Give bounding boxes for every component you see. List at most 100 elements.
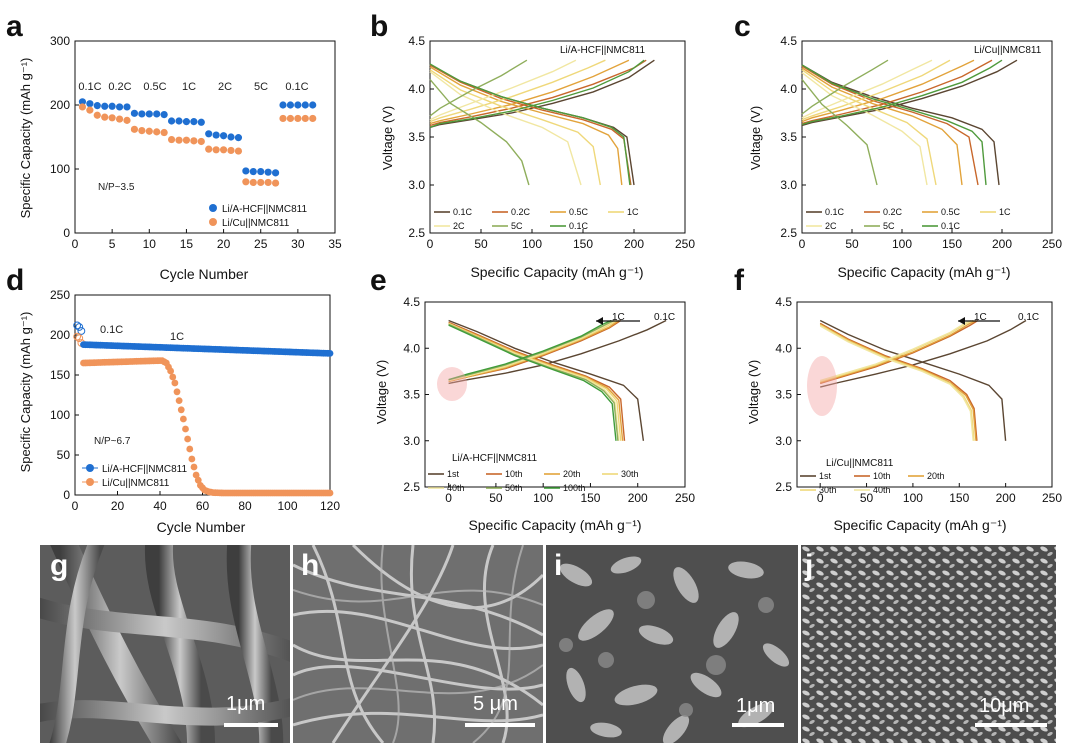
panel-a-xtick-label-2: 10	[143, 237, 157, 251]
panel-d-note: N/P~6.7	[94, 436, 131, 447]
panel-c-xtick-label-1: 50	[845, 237, 859, 251]
panel-f-series-1-charge	[820, 319, 1027, 388]
panel-f-arrow-label-1: 1C	[974, 312, 987, 323]
panel-d-series-2-decay-point-48	[173, 388, 181, 396]
panel-c-series-5-charge	[801, 59, 933, 119]
panel-e-series-3-discharge	[448, 322, 624, 441]
panel-e-series-5-discharge	[448, 323, 620, 441]
panel-d-rate-1: 0.1C	[100, 324, 123, 336]
panel-a-legend-marker-1	[209, 204, 217, 212]
panel-e-ylabel: Voltage (V)	[374, 360, 389, 424]
panel-f-series-5-discharge	[819, 325, 974, 441]
panel-a-rate-2: 0.2C	[108, 81, 131, 93]
sem-image-i: i 1μm	[546, 545, 798, 743]
panel-a-series-1-point-28	[279, 101, 287, 109]
panel-d-series-1-start-point-3	[77, 327, 86, 335]
panel-d-series-2-decay-point-55	[188, 455, 196, 463]
panel-a-series-2-point-12	[160, 128, 168, 137]
panel-d-xtick-label-0: 0	[72, 499, 79, 513]
panel-e-arrow-label-1: 1C	[612, 312, 625, 323]
panel-b-series-5-discharge	[429, 71, 582, 186]
panel-f-xtick-label-5: 250	[1042, 491, 1062, 505]
panel-b-legend-label-5: 2C	[453, 221, 465, 231]
panel-a-series-2-point-28	[279, 114, 287, 123]
panel-f-legend-label-3: 20th	[927, 471, 945, 481]
panel-e-legend-label-6: 50th	[505, 483, 523, 493]
panel-f-ytick-label-1: 3.0	[775, 434, 792, 448]
panel-a-series-1-point-7	[123, 103, 131, 111]
panel-c-xlabel: Specific Capacity (mAh g⁻¹)	[837, 264, 1010, 280]
panel-a-legend-marker-2	[209, 218, 217, 226]
panel-f-xtick-label-0: 0	[817, 491, 824, 505]
panel-f-highlight-region	[807, 356, 837, 416]
sem-i-scale-label: 1μm	[736, 695, 776, 717]
panel-c-ytick-label-0: 2.5	[780, 226, 797, 240]
panel-e-xtick-label-0: 0	[445, 491, 452, 505]
panel-e-legend-label-1: 1st	[447, 469, 460, 479]
panel-f-legend-label-5: 40th	[873, 485, 891, 495]
panel-letter-c: c	[734, 10, 751, 43]
panel-a-series-2-point-29	[286, 114, 295, 123]
panel-a-series-1-point-25	[257, 167, 265, 176]
panel-letter-f: f	[734, 264, 745, 297]
panel-b-series-5-charge	[429, 59, 577, 121]
panel-d-series-2-decay-point-57	[192, 471, 200, 479]
panel-d-legend-marker-2	[86, 478, 94, 486]
panel-e-legend-label-5: 40th	[447, 483, 465, 493]
panel-a-series-2-point-9	[138, 127, 146, 135]
panel-e-xlabel: Specific Capacity (mAh g⁻¹)	[468, 517, 641, 533]
panel-d-xtick-label-3: 60	[196, 499, 210, 513]
panel-b-legend-label-3: 0.5C	[569, 207, 589, 217]
panel-a-series-1-point-4	[101, 102, 109, 110]
panel-c-series-2-charge	[801, 59, 993, 125]
panel-c-legend-label-2: 0.2C	[883, 207, 903, 217]
panel-a-series-1-point-3	[93, 102, 101, 110]
panel-a-series-1-point-32	[309, 101, 317, 109]
panel-a-rate-5: 2C	[218, 81, 232, 93]
panel-a-series-1-point-30	[294, 101, 302, 109]
panel-d-series-2-start-point-2	[75, 334, 84, 343]
panel-d-series-2-decay-point-56	[190, 463, 198, 471]
panel-f-ytick-label-4: 4.5	[775, 295, 792, 309]
panel-e-series-3-charge	[448, 319, 620, 383]
panel-a-ytick-label-3: 300	[50, 34, 70, 48]
panel-f-xtick-label-4: 200	[996, 491, 1016, 505]
panel-d-series-1-point-120	[326, 350, 334, 357]
panel-a-xtick-label-6: 30	[291, 237, 305, 251]
panel-letter-d: d	[6, 264, 24, 297]
panel-f-ytick-label-3: 4.0	[775, 341, 792, 355]
panel-d-xtick-label-1: 20	[111, 499, 125, 513]
panel-a-series-2-point-8	[130, 125, 139, 133]
panel-d-series-1-start-point-2	[75, 323, 84, 331]
panel-b-series-4-discharge	[429, 69, 601, 186]
panel-b-xtick-label-0: 0	[427, 237, 434, 251]
panel-f-series-2-charge	[819, 319, 979, 385]
panel-d-ytick-label-0: 0	[63, 488, 70, 502]
panel-e-series-6-charge	[448, 319, 615, 381]
panel-c-ylabel: Voltage (V)	[748, 106, 763, 170]
panel-a-series-2-point-27	[271, 179, 280, 187]
panel-d-ytick-label-4: 200	[50, 328, 70, 342]
panel-a-xtick-label-4: 20	[217, 237, 231, 251]
panel-a-series-2-point-10	[145, 127, 153, 135]
panel-f-ylabel: Voltage (V)	[746, 360, 761, 424]
panel-a-xtick-label-3: 15	[180, 237, 194, 251]
panel-b-series-6-charge	[429, 59, 528, 117]
panel-f-series-2-discharge	[819, 322, 978, 441]
panel-a-series-2-point-4	[101, 113, 109, 121]
panel-c-series-4-discharge	[801, 69, 937, 186]
panel-d-series-1-start-point-1	[73, 321, 82, 330]
panel-a-rate-7: 0.1C	[285, 81, 308, 93]
panel-a-series-2-point-22	[234, 147, 243, 155]
panel-c-legend-label-5: 2C	[825, 221, 837, 231]
panel-a-legend-1: Li/A-HCF||NMC811	[222, 204, 307, 215]
sem-j-scale-label: 10μm	[979, 695, 1030, 717]
panel-d-series-2-decay-point-49	[175, 397, 183, 404]
panel-b-legend-label-6: 5C	[511, 221, 523, 231]
panel-b-xlabel: Specific Capacity (mAh g⁻¹)	[470, 264, 643, 280]
panel-b-series-1-charge	[429, 59, 655, 129]
panel-f-series-1-discharge	[819, 319, 1007, 441]
panel-e-series-4-discharge	[448, 322, 622, 441]
panel-a-ylabel: Specific Capacity (mAh g⁻¹)	[18, 58, 33, 219]
panel-e-xtick-label-4: 200	[628, 491, 648, 505]
